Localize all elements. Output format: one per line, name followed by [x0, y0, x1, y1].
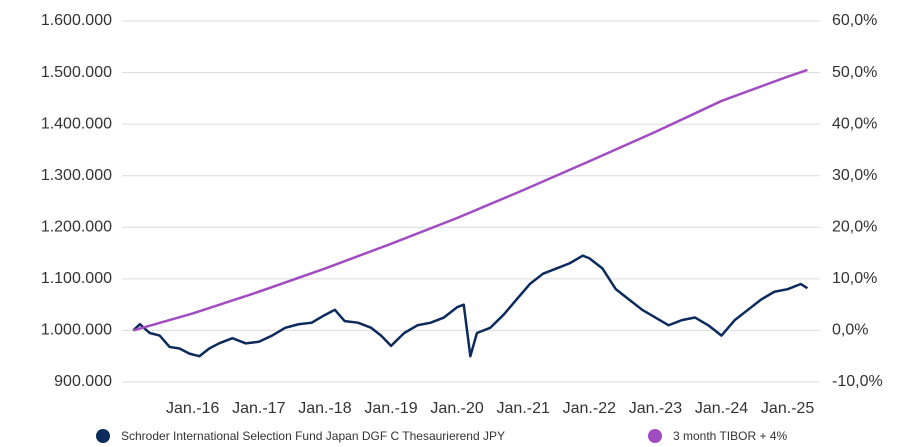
y-tick-label: 1.500.000: [41, 64, 112, 81]
legend-label: 3 month TIBOR + 4%: [673, 429, 787, 443]
y2-tick-label: 30,0%: [832, 167, 877, 184]
x-tick-label: Jan.-18: [298, 400, 351, 417]
series-line: [132, 68, 808, 332]
y2-tick-label: 20,0%: [832, 219, 877, 236]
legend-marker: [96, 429, 110, 443]
y-tick-label: 1.400.000: [41, 115, 112, 132]
legend-label: Schroder International Selection Fund Ja…: [121, 429, 505, 443]
y2-tick-label: 60,0%: [832, 12, 877, 29]
y2-tick-label: -10,0%: [832, 373, 883, 390]
series-line: [132, 254, 809, 358]
y-tick-label: 1.100.000: [41, 270, 112, 287]
x-tick-label: Jan.-19: [364, 400, 417, 417]
x-tick-label: Jan.-16: [166, 400, 219, 417]
y-tick-label: 1.200.000: [41, 219, 112, 236]
x-tick-label: Jan.-22: [563, 400, 616, 417]
y2-tick-label: 50,0%: [832, 64, 877, 81]
y2-tick-label: 40,0%: [832, 115, 877, 132]
x-tick-label: Jan.-17: [232, 400, 285, 417]
x-tick-label: Jan.-25: [761, 400, 814, 417]
x-tick-label: Jan.-21: [497, 400, 550, 417]
y2-tick-label: 10,0%: [832, 270, 877, 287]
y-tick-label: 900.000: [54, 373, 112, 390]
x-tick-label: Jan.-23: [629, 400, 682, 417]
y-tick-label: 1.300.000: [41, 167, 112, 184]
y-tick-label: 1.600.000: [41, 12, 112, 29]
legend-marker: [648, 429, 662, 443]
y2-tick-label: 0,0%: [832, 322, 868, 339]
y-tick-label: 1.000.000: [41, 322, 112, 339]
x-tick-label: Jan.-20: [430, 400, 483, 417]
x-tick-label: Jan.-24: [695, 400, 748, 417]
